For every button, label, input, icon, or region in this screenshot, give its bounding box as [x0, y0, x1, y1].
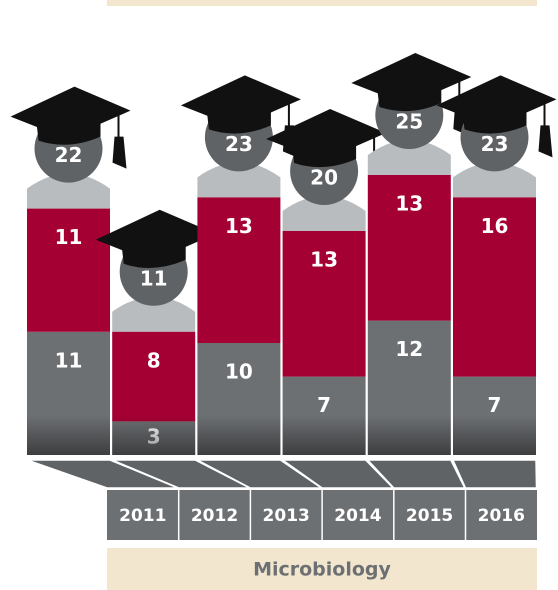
shade [453, 415, 536, 455]
value-label: 13 [310, 248, 338, 272]
body [112, 296, 196, 332]
shade [367, 415, 451, 455]
value-label: 10 [225, 360, 253, 384]
value-label: 7 [488, 393, 502, 417]
bar-segment [112, 331, 196, 422]
shade [197, 415, 281, 455]
value-label: 7 [317, 393, 331, 417]
value-label: 11 [55, 225, 83, 249]
x-tick-label: 2013 [263, 506, 310, 526]
x-tick-label: 2012 [191, 506, 238, 526]
x-tick-label: 2014 [334, 506, 381, 526]
body [197, 162, 281, 198]
total-label: 23 [225, 132, 253, 156]
value-label: 13 [395, 192, 423, 216]
cap-base [377, 89, 442, 112]
cap-base [36, 122, 101, 145]
value-label: 8 [147, 348, 161, 372]
total-label: 23 [481, 132, 509, 156]
cap-base [121, 245, 186, 268]
shade [27, 415, 110, 455]
body [282, 196, 366, 231]
body [27, 173, 110, 209]
connector [451, 459, 538, 489]
shade [112, 415, 196, 455]
cap-base [462, 111, 527, 134]
bar-segment [367, 175, 451, 321]
x-tick-label: 2015 [406, 506, 453, 526]
total-label: 20 [310, 166, 338, 190]
shade [282, 415, 366, 455]
total-label: 25 [395, 110, 423, 134]
chart-title: Microbiology [253, 559, 391, 581]
bar-segment [27, 208, 110, 332]
tassel [112, 136, 127, 169]
cap-base [292, 145, 357, 168]
cap-base [206, 111, 271, 134]
title-box [107, 548, 537, 590]
x-tick-label: 2016 [478, 506, 525, 526]
bar-segment [453, 197, 536, 377]
tassel [538, 125, 553, 158]
body [367, 140, 451, 175]
bar-segment [197, 197, 281, 343]
value-label: 16 [481, 214, 509, 238]
value-label: 11 [55, 348, 83, 372]
top-strip [107, 0, 537, 6]
x-tick-label: 2011 [119, 506, 166, 526]
value-label: 13 [225, 214, 253, 238]
bar-segment [282, 231, 366, 377]
value-label: 12 [395, 337, 423, 361]
total-label: 22 [55, 143, 83, 167]
body [453, 162, 536, 198]
total-label: 11 [140, 266, 168, 290]
